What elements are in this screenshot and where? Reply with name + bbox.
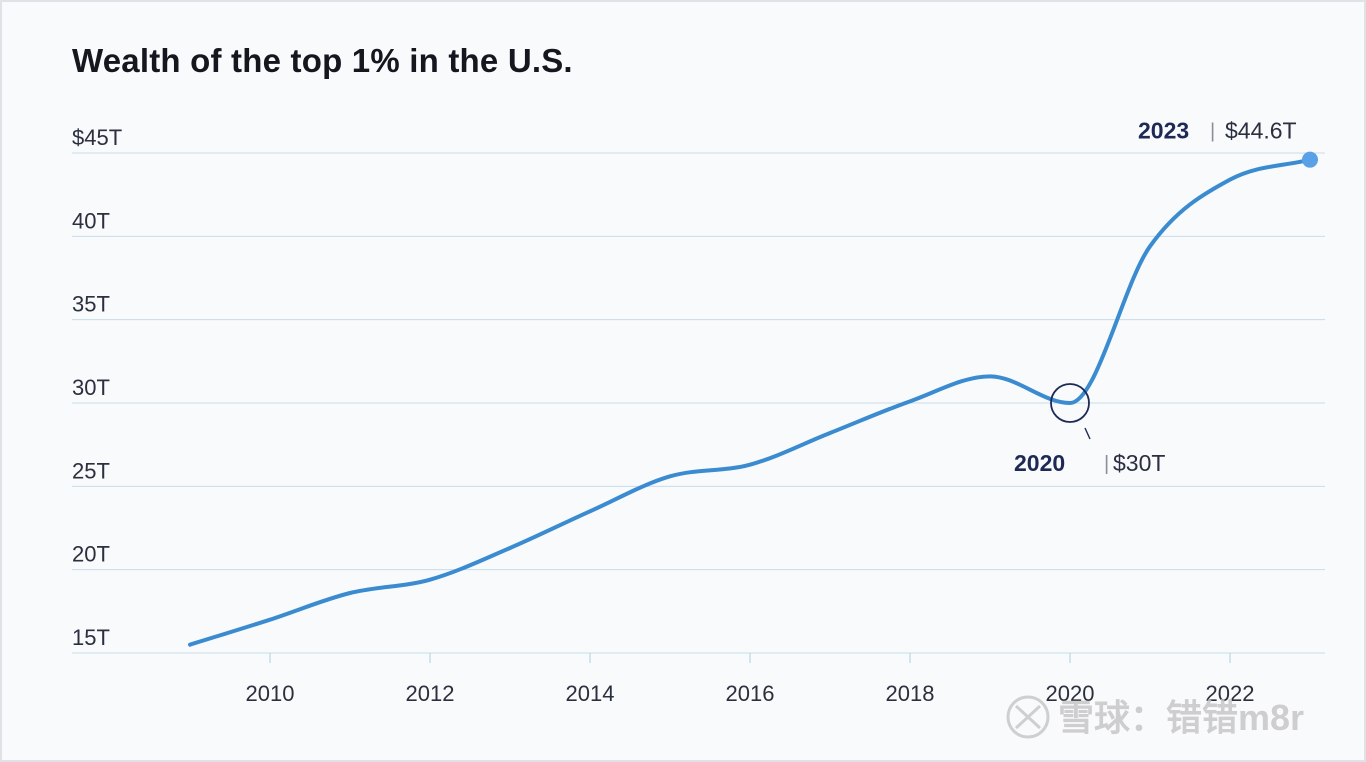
highlight-circle [1050,383,1090,423]
y-tick-label: 20T [72,542,110,567]
series-line [188,157,1312,647]
x-axis-ticks: 2010 2012 2014 2016 2018 2020 2022 [246,653,1255,706]
x-tick-label: 2010 [246,681,295,706]
y-tick-label: 30T [72,375,110,400]
y-axis-ticks: $45T 40T 35T 30T 25T 20T 15T [72,125,122,650]
annotation-year: 2020 [1014,450,1065,476]
annotation-separator: | [1210,121,1215,143]
watermark: 雪球：错错m8r [1006,695,1304,739]
end-point-marker [1302,151,1318,168]
x-tick-label: 2022 [1206,681,1255,706]
x-tick-label: 2018 [886,681,935,706]
series-group [188,157,1312,647]
y-tick-label: 15T [72,625,110,650]
annotation-separator: | [1104,453,1109,475]
watermark-text: 雪球：错错m8r [1058,697,1304,738]
annotation-leader [1084,427,1091,440]
chart-title: Wealth of the top 1% in the U.S. [72,42,573,79]
y-tick-label: $45T [72,125,122,150]
x-tick-label: 2012 [406,681,455,706]
x-tick-label: 2020 [1046,681,1095,706]
y-tick-label: 25T [72,458,110,483]
annotation-value: $44.6T [1225,118,1297,144]
annotation-year: 2023 [1138,118,1189,144]
watermark-logo-icon [1006,695,1050,739]
gridlines [72,152,1325,654]
x-tick-label: 2014 [566,681,615,706]
x-tick-label: 2016 [726,681,775,706]
annotation-value: $30T [1113,450,1165,476]
y-tick-label: 35T [72,292,110,317]
y-tick-label: 40T [72,208,110,233]
